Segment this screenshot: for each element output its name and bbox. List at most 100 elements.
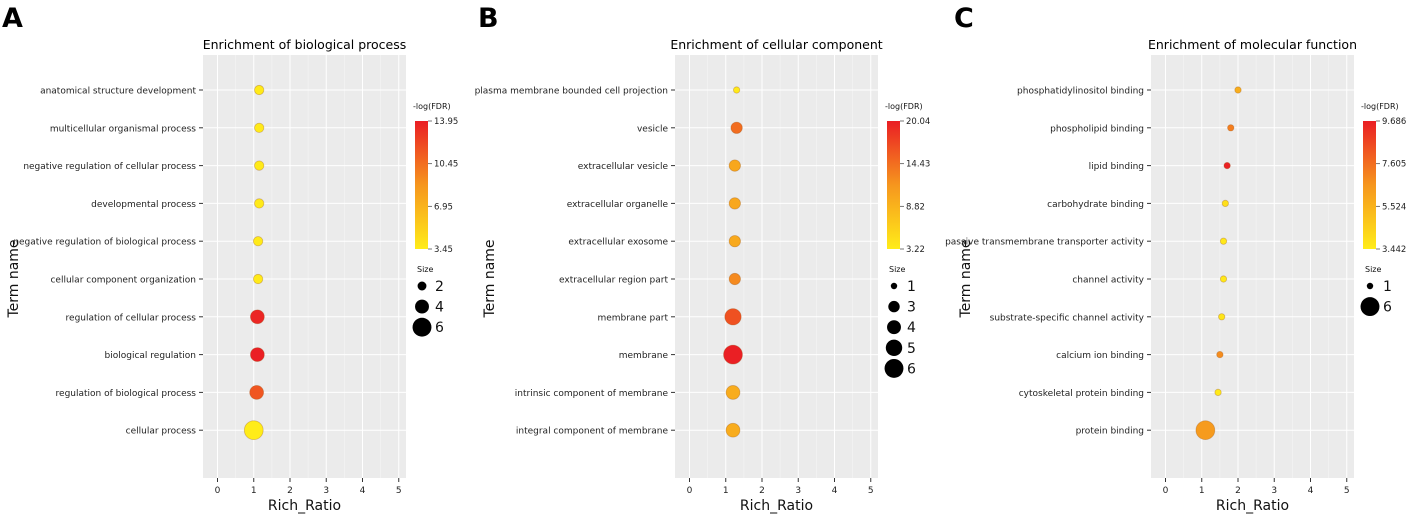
data-point bbox=[1216, 350, 1224, 359]
data-point bbox=[1218, 313, 1226, 321]
color-legend-label: 3.442 bbox=[1382, 245, 1406, 255]
y-tick-label: lipid binding bbox=[1089, 162, 1144, 172]
color-legend-label: 13.95 bbox=[434, 117, 458, 127]
data-point bbox=[250, 347, 265, 362]
y-axis-label: Term name bbox=[958, 239, 974, 318]
data-point bbox=[725, 422, 741, 438]
size-legend-label: 4 bbox=[907, 320, 916, 336]
data-point bbox=[725, 385, 741, 400]
color-legend-label: 3.45 bbox=[434, 245, 453, 255]
x-tick-label: 4 bbox=[1308, 486, 1314, 496]
x-tick-label: 1 bbox=[251, 486, 257, 496]
data-point bbox=[1219, 237, 1228, 245]
x-tick-label: 5 bbox=[1344, 486, 1350, 496]
x-tick-label: 0 bbox=[215, 486, 221, 496]
x-tick-label: 0 bbox=[1163, 486, 1169, 496]
data-point bbox=[254, 84, 265, 96]
color-legend-label: 14.43 bbox=[906, 160, 930, 170]
size-legend-label: 5 bbox=[907, 341, 916, 357]
x-tick-label: 2 bbox=[287, 486, 293, 496]
y-tick-label: carbohydrate binding bbox=[1047, 200, 1144, 210]
data-point bbox=[254, 122, 265, 133]
y-tick-label: extracellular region part bbox=[559, 276, 668, 286]
y-tick-label: phosphatidylinositol binding bbox=[1017, 87, 1144, 97]
data-point bbox=[1195, 420, 1216, 441]
y-tick-label: extracellular exosome bbox=[568, 238, 668, 248]
plot-background bbox=[675, 55, 878, 478]
x-tick-label: 5 bbox=[868, 486, 874, 496]
size-legend-dot bbox=[885, 339, 903, 356]
color-legend-label: 8.82 bbox=[906, 202, 925, 212]
data-point bbox=[254, 160, 265, 171]
panel-label: B bbox=[478, 3, 499, 34]
y-tick-label: phospholipid binding bbox=[1050, 124, 1144, 134]
size-legend-title: Size bbox=[1365, 265, 1382, 274]
y-tick-label: plasma membrane bounded cell projection bbox=[475, 87, 668, 97]
size-legend-label: 6 bbox=[907, 361, 916, 377]
data-point bbox=[730, 121, 743, 134]
data-point bbox=[1227, 124, 1235, 132]
x-tick-label: 1 bbox=[723, 486, 729, 496]
x-axis-label: Rich_Ratio bbox=[1216, 498, 1289, 514]
size-legend-title: Size bbox=[889, 265, 906, 274]
chart-panel-c: C Enrichment of molecular function phospha… bbox=[945, 3, 1406, 514]
chart-title: Enrichment of molecular function bbox=[1148, 37, 1357, 52]
x-tick-label: 3 bbox=[795, 486, 801, 496]
y-tick-label: membrane part bbox=[597, 313, 668, 323]
data-point bbox=[1214, 388, 1222, 396]
y-tick-label: anatomical structure development bbox=[40, 87, 196, 97]
data-point bbox=[724, 308, 742, 326]
data-point bbox=[1223, 162, 1231, 170]
size-legend-title: Size bbox=[417, 265, 434, 274]
size-legend-dot bbox=[887, 320, 901, 335]
color-legend-label: 6.95 bbox=[434, 202, 453, 212]
y-tick-label: regulation of biological process bbox=[56, 389, 197, 399]
y-tick-label: cytoskeletal protein binding bbox=[1019, 389, 1144, 399]
x-tick-label: 2 bbox=[759, 486, 765, 496]
chart-title: Enrichment of biological process bbox=[203, 37, 407, 52]
color-legend-label: 3.22 bbox=[906, 245, 925, 255]
size-legend-label: 1 bbox=[1383, 279, 1392, 295]
chart-panel-a: A Enrichment of biological process anatomi… bbox=[2, 3, 458, 514]
y-tick-label: integral component of membrane bbox=[516, 427, 669, 437]
y-tick-label: membrane bbox=[619, 351, 669, 361]
y-tick-label: cellular process bbox=[126, 427, 197, 437]
y-tick-label: developmental process bbox=[91, 200, 196, 210]
color-legend-label: 5.524 bbox=[1382, 202, 1406, 212]
y-tick-label: biological regulation bbox=[105, 351, 196, 361]
data-point bbox=[728, 197, 741, 210]
color-legend-title: -log(FDR) bbox=[413, 102, 451, 111]
y-tick-label: vesicle bbox=[637, 124, 669, 134]
size-legend-label: 4 bbox=[435, 300, 444, 316]
size-legend-dot bbox=[1360, 297, 1380, 317]
size-legend-dot bbox=[890, 282, 898, 290]
data-point bbox=[1234, 86, 1242, 94]
y-tick-label: intrinsic component of membrane bbox=[515, 389, 669, 399]
x-tick-label: 1 bbox=[1199, 486, 1205, 496]
size-legend-dot bbox=[888, 300, 900, 313]
data-point bbox=[1219, 275, 1228, 283]
color-legend-title: -log(FDR) bbox=[1361, 102, 1399, 111]
size-legend-dot bbox=[417, 281, 427, 291]
data-point bbox=[728, 235, 741, 248]
y-tick-label: regulation of cellular process bbox=[66, 313, 197, 323]
y-tick-label: extracellular vesicle bbox=[578, 162, 669, 172]
color-legend-label: 10.45 bbox=[434, 160, 458, 170]
data-point bbox=[723, 344, 743, 365]
x-axis-label: Rich_Ratio bbox=[268, 498, 341, 514]
x-tick-label: 3 bbox=[323, 486, 329, 496]
size-legend-label: 6 bbox=[435, 320, 444, 336]
x-tick-label: 3 bbox=[1271, 486, 1277, 496]
x-tick-label: 2 bbox=[1235, 486, 1241, 496]
y-tick-label: calcium ion binding bbox=[1056, 351, 1144, 361]
plot-background bbox=[1151, 55, 1354, 478]
data-point bbox=[1221, 199, 1229, 207]
chart-title: Enrichment of cellular component bbox=[670, 37, 882, 52]
size-legend-dot bbox=[884, 358, 904, 378]
color-legend-label: 20.04 bbox=[906, 117, 930, 127]
y-tick-label: protein binding bbox=[1076, 427, 1144, 437]
data-point bbox=[728, 272, 741, 286]
size-legend-dot bbox=[1366, 282, 1374, 290]
chart-panel-b: B Enrichment of cellular component plasma … bbox=[475, 3, 931, 514]
